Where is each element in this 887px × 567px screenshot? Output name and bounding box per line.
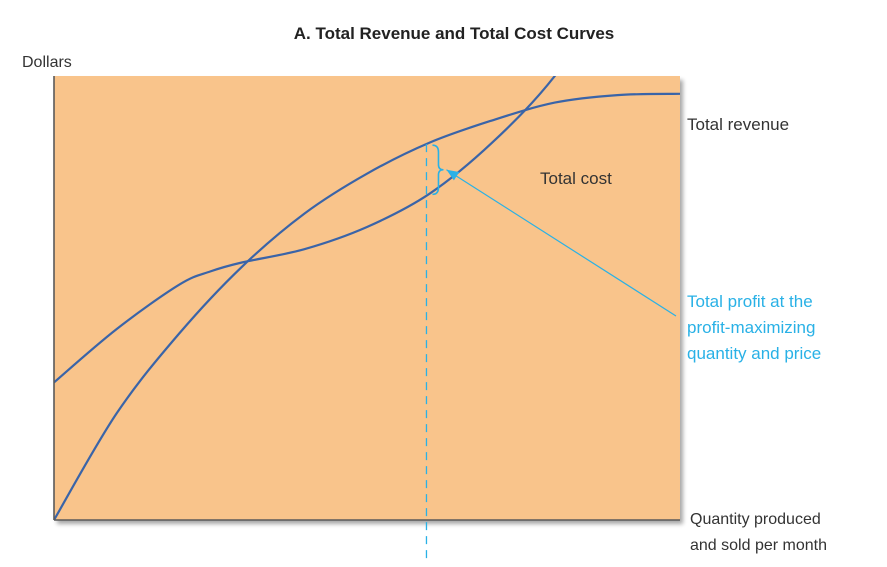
chart-title: A. Total Revenue and Total Cost Curves [294,24,615,43]
x-axis-label-line-2: and sold per month [690,537,827,554]
profit-callout-line-3: quantity and price [687,344,821,363]
profit-callout-line-1: Total profit at the [687,292,813,311]
total-cost-label: Total cost [540,169,612,188]
profit-callout-arrowhead [446,169,460,181]
total-revenue-curve [54,92,680,520]
total-revenue-label: Total revenue [687,115,789,134]
profit-callout-line-2: profit-maximizing [687,318,815,337]
plot-area [54,76,680,520]
profit-callout-arrow [446,169,677,317]
profit-brace [432,144,444,196]
y-axis-label: Dollars [22,54,72,71]
total-cost-curve [54,76,557,384]
x-axis-label-line-1: Quantity produced [690,511,821,528]
